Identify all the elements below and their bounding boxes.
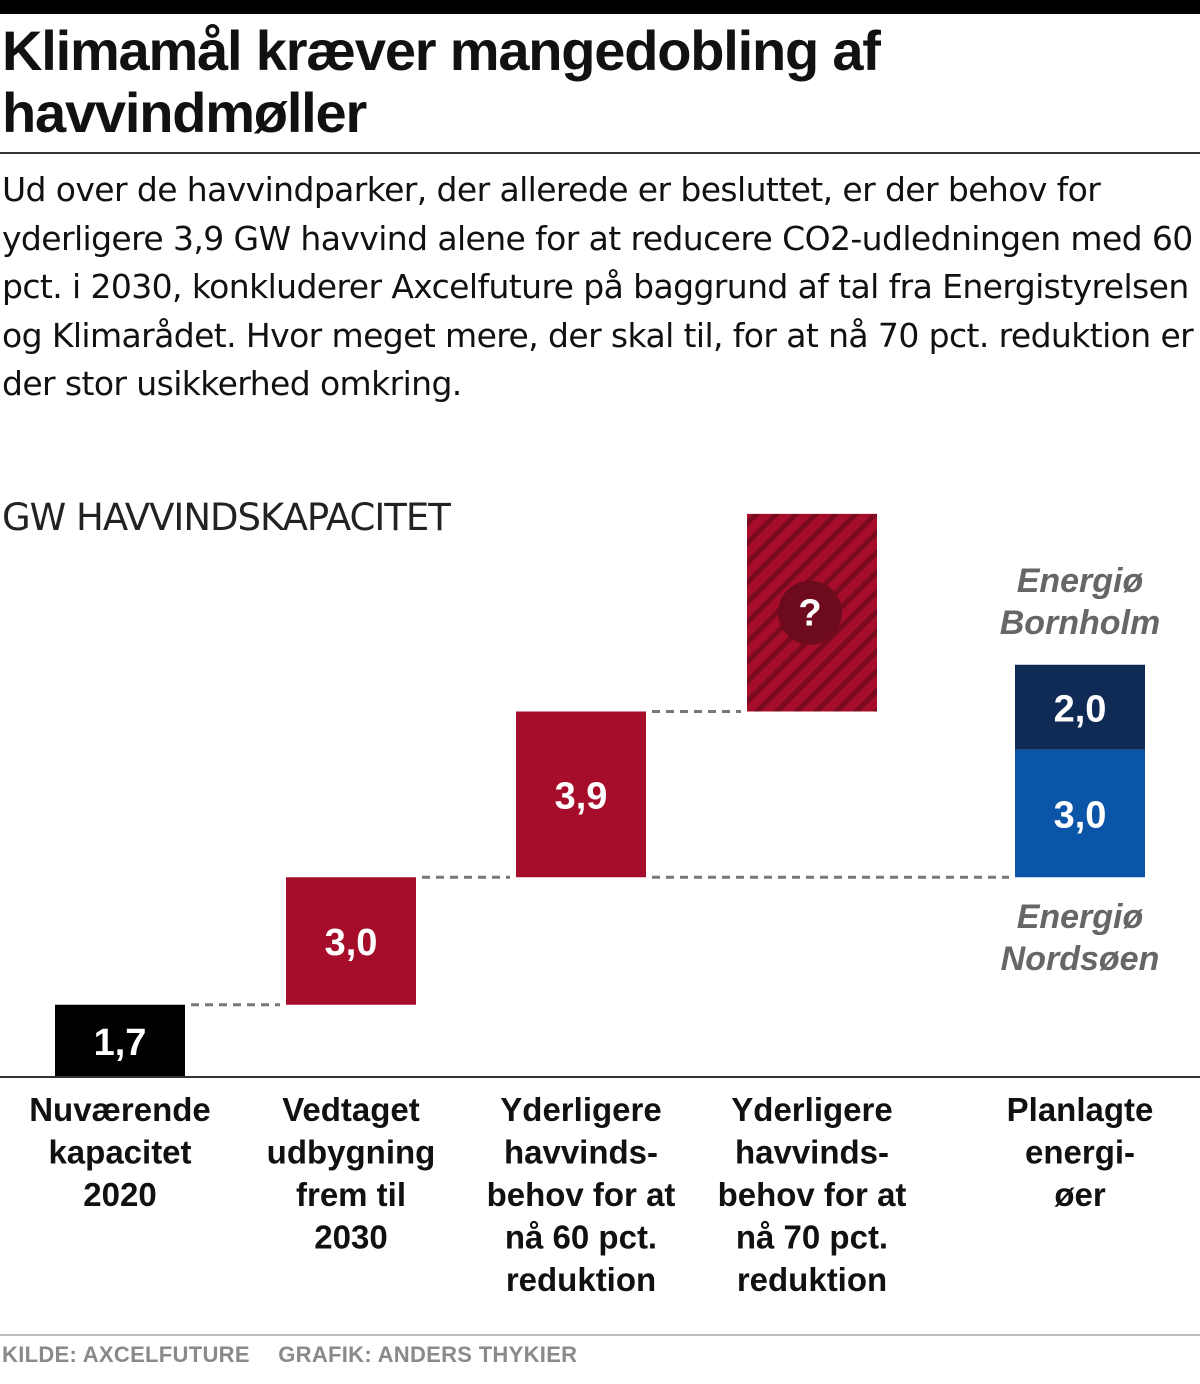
category-labels: Nuværende kapacitet 2020 Vedtaget udbygning f… — [29, 1091, 1153, 1298]
category-label-line: Planlagte — [1007, 1091, 1154, 1128]
bar-3 — [516, 711, 646, 878]
energy-island-segment-2 — [1015, 664, 1145, 750]
chart-subtitle: Ud over de havvindparker, der allerede e… — [2, 170, 1194, 403]
category-label-line: energi- — [1025, 1134, 1135, 1171]
category-label-line: Nuværende — [29, 1091, 211, 1128]
annotation-bornholm: Bornholm — [1000, 604, 1161, 642]
bar-value-label: ? — [798, 593, 821, 635]
annotation-nordsoen: Energiø — [1017, 898, 1144, 936]
bars: 1,7 3,0 3,9? 3,0 2,0 — [55, 513, 1145, 1077]
category-label-line: nå 70 pct. — [736, 1219, 888, 1256]
energy-island-segment-1 — [1015, 749, 1145, 878]
footer: KILDE: AXCELFUTURE GRAFIK: ANDERS THYKIE… — [2, 1342, 577, 1368]
category-label: Nuværende kapacitet 2020 — [29, 1091, 211, 1213]
footer-divider — [0, 1334, 1200, 1336]
title-divider — [0, 152, 1200, 154]
category-label-line: udbygning — [267, 1134, 436, 1171]
graphic-credit: GRAFIK: ANDERS THYKIER — [278, 1342, 578, 1367]
bar-value-label: 3,0 — [325, 922, 378, 964]
category-label-line: behov for at — [487, 1176, 676, 1213]
category-label: Vedtaget udbygning frem til 2030 — [267, 1091, 436, 1256]
bar-2 — [286, 877, 416, 1005]
category-label-line: nå 60 pct. — [505, 1219, 657, 1256]
category-label-line: reduktion — [506, 1261, 656, 1298]
category-label-line: 2020 — [83, 1176, 156, 1213]
top-rule — [0, 0, 1200, 14]
bar-value-label: 1,7 — [94, 1022, 147, 1064]
category-label-line: Yderligere — [500, 1091, 661, 1128]
annotations: Energiø Bornholm Energiø Nordsøen — [1000, 562, 1161, 978]
annotation-nordsoen: Nordsøen — [1001, 940, 1160, 978]
chart-title: Klimamål kræver mangedobling af havvindm… — [2, 19, 881, 144]
connector-lines — [191, 710, 1009, 1007]
category-label-line: Yderligere — [731, 1091, 892, 1128]
bar-value-label: 3,9 — [555, 775, 608, 817]
category-label: Yderligere havvinds-behov for at nå 70 pct… — [718, 1091, 907, 1298]
category-label: Planlagte energi-øer — [1007, 1091, 1154, 1213]
unit-label: GW HAVVINDSKAPACITET — [2, 496, 451, 539]
category-label: Yderligere havvinds-behov for at nå 60 pct… — [487, 1091, 676, 1298]
bar-value-label: 2,0 — [1054, 688, 1107, 730]
category-label-line: kapacitet — [48, 1134, 191, 1171]
category-label-line: øer — [1054, 1176, 1106, 1213]
bar-value-label: 3,0 — [1054, 795, 1107, 837]
category-label-line: Vedtaget — [282, 1091, 420, 1128]
category-label-line: havvinds- — [504, 1134, 658, 1171]
category-label-line: havvinds- — [735, 1134, 889, 1171]
annotation-bornholm: Energiø — [1017, 562, 1144, 600]
category-label-line: behov for at — [718, 1176, 907, 1213]
source-credit: KILDE: AXCELFUTURE — [2, 1342, 250, 1367]
waterfall-chart: 1,7 3,0 3,9? 3,0 2,0 Energiø Bornholm Energiø N… — [0, 513, 1200, 1298]
category-label-line: frem til — [296, 1176, 406, 1213]
category-label-line: reduktion — [737, 1261, 887, 1298]
question-badge — [778, 580, 842, 645]
bar-1 — [55, 1004, 185, 1077]
category-label-line: 2030 — [314, 1219, 387, 1256]
